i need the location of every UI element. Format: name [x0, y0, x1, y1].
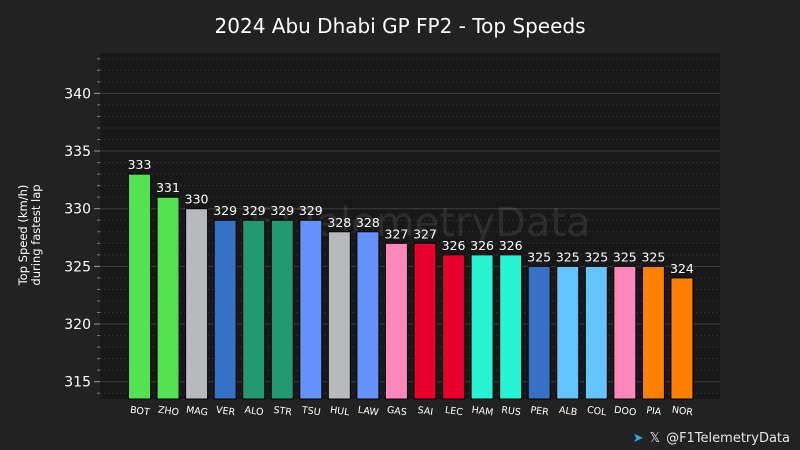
bar-value-label: 325: [527, 249, 551, 264]
bar-value-label: 329: [213, 203, 237, 218]
x-tick-label: HAM: [471, 405, 494, 419]
x-tick-label: COL: [586, 405, 607, 419]
x-tick-label: LAW: [357, 405, 380, 419]
x-tick-label: TSU: [300, 405, 321, 419]
credit-handle: @F1TelemetryData: [666, 431, 790, 446]
bar-value-label: 324: [670, 261, 694, 276]
bar-value-label: 329: [270, 203, 294, 218]
bar: [156, 196, 180, 400]
x-tick-label: MAG: [185, 405, 208, 419]
bar: [442, 254, 466, 400]
telegram-icon: ➤: [632, 431, 644, 446]
bar-value-label: 325: [556, 249, 580, 264]
credit: ➤ 𝕏 @F1TelemetryData: [633, 431, 790, 446]
bar-value-label: 328: [356, 215, 380, 230]
bar-value-label: 326: [470, 238, 494, 253]
y-tick-label: 320: [64, 317, 91, 333]
x-tick-label: RUS: [501, 405, 522, 419]
bar: [185, 208, 209, 400]
x-tick-label: BOT: [129, 405, 150, 419]
x-tick-label: STR: [273, 405, 293, 419]
y-tick-label: 325: [64, 259, 91, 275]
x-tick-label: LEC: [444, 405, 464, 418]
x-tick-label: ALB: [558, 405, 578, 418]
bar: [527, 265, 551, 400]
x-tick-label: PER: [530, 405, 550, 418]
x-tick-label: NOR: [671, 405, 694, 419]
bar-value-label: 330: [185, 192, 209, 207]
bar: [242, 219, 266, 400]
bar-value-label: 331: [156, 180, 180, 195]
bar-value-label: 326: [499, 238, 523, 253]
bar-value-label: 325: [584, 249, 608, 264]
x-tick-label: SAI: [417, 405, 434, 418]
x-logo-icon: 𝕏: [649, 431, 661, 446]
x-tick-label: GAS: [386, 405, 407, 419]
bar: [270, 219, 294, 400]
bar: [384, 242, 408, 400]
bar-value-label: 328: [327, 215, 351, 230]
bar: [556, 265, 580, 400]
x-tick-label: ZHO: [157, 405, 179, 419]
x-tick-label: ALO: [244, 405, 264, 419]
bar-value-label: 333: [128, 157, 152, 172]
bar: [499, 254, 523, 400]
x-tick-label: DOO: [613, 405, 637, 419]
bar-value-label: 329: [242, 203, 266, 218]
bar-value-label: 329: [299, 203, 323, 218]
bar: [413, 242, 437, 400]
bar-value-label: 325: [641, 249, 665, 264]
bar-value-label: 327: [413, 226, 437, 241]
y-tick-label: 335: [64, 144, 91, 160]
bar: [356, 231, 380, 400]
bar-value-label: 327: [385, 226, 409, 241]
bar-value-label: 325: [613, 249, 637, 264]
bar: [128, 173, 151, 400]
bar: [327, 231, 351, 400]
x-tick-label: PIA: [646, 405, 663, 418]
x-tick-label: VER: [215, 405, 236, 419]
bar: [641, 265, 665, 400]
bar: [613, 265, 637, 400]
y-tick-label: 315: [64, 375, 91, 391]
bar-value-label: 326: [442, 238, 466, 253]
chart-title: 2024 Abu Dhabi GP FP2 - Top Speeds: [214, 14, 586, 38]
y-tick-label: 340: [64, 86, 91, 102]
x-tick-label: HUL: [329, 405, 350, 419]
bar: [470, 254, 494, 400]
bar: [584, 265, 608, 400]
bar: [670, 277, 694, 400]
bar: [213, 219, 237, 400]
bar: [299, 219, 323, 400]
y-tick-label: 330: [64, 202, 91, 218]
